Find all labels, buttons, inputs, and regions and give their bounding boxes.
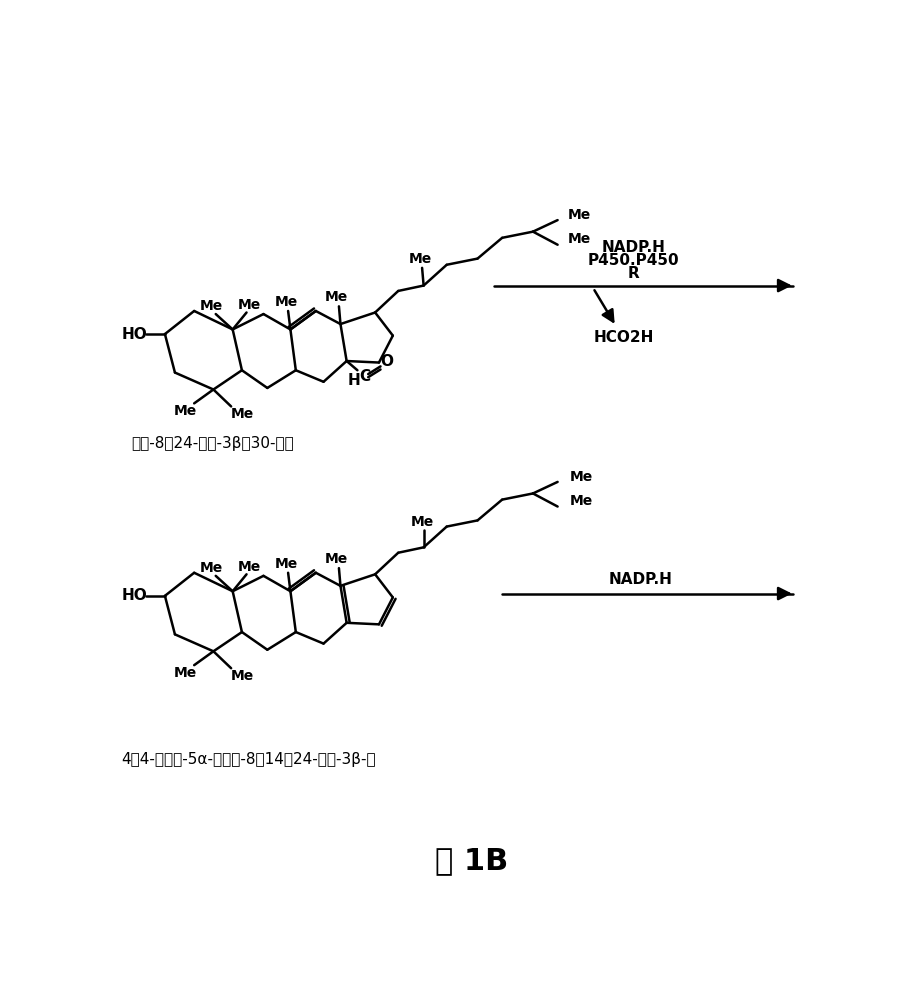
Text: H: H	[348, 373, 360, 388]
Text: Me: Me	[570, 494, 593, 508]
Text: HCO2H: HCO2H	[594, 330, 654, 345]
Text: O: O	[380, 354, 393, 369]
Text: Me: Me	[231, 669, 254, 683]
Text: Me: Me	[570, 470, 593, 484]
Text: P450.P450: P450.P450	[587, 253, 679, 268]
Text: Me: Me	[275, 295, 298, 309]
Text: 图 1B: 图 1B	[435, 846, 508, 875]
Text: Me: Me	[231, 407, 254, 421]
Text: Me: Me	[238, 298, 261, 312]
Text: Me: Me	[199, 299, 222, 313]
Text: NADP.H: NADP.H	[601, 240, 665, 255]
Text: Me: Me	[275, 557, 298, 571]
Text: HO: HO	[121, 588, 147, 603]
Text: NADP.H: NADP.H	[608, 572, 673, 587]
Text: 4，4-二甲基-5α-胆固醇-8，14，24-三烯-3β-醇: 4，4-二甲基-5α-胆固醇-8，14，24-三烯-3β-醇	[121, 752, 376, 767]
Text: （笛-8，24-二烯-3β，30-醛）: （笛-8，24-二烯-3β，30-醛）	[131, 436, 294, 451]
Text: Me: Me	[568, 208, 591, 222]
Text: Me: Me	[409, 252, 432, 266]
Text: C: C	[359, 369, 370, 384]
Text: Me: Me	[568, 232, 591, 246]
Text: Me: Me	[199, 561, 222, 575]
Text: R: R	[627, 266, 639, 282]
Text: Me: Me	[325, 552, 348, 566]
Text: Me: Me	[174, 666, 197, 680]
Text: Me: Me	[325, 290, 348, 304]
Text: HO: HO	[121, 327, 147, 342]
Text: Me: Me	[174, 404, 197, 418]
Text: Me: Me	[411, 515, 434, 529]
Text: Me: Me	[238, 560, 261, 574]
